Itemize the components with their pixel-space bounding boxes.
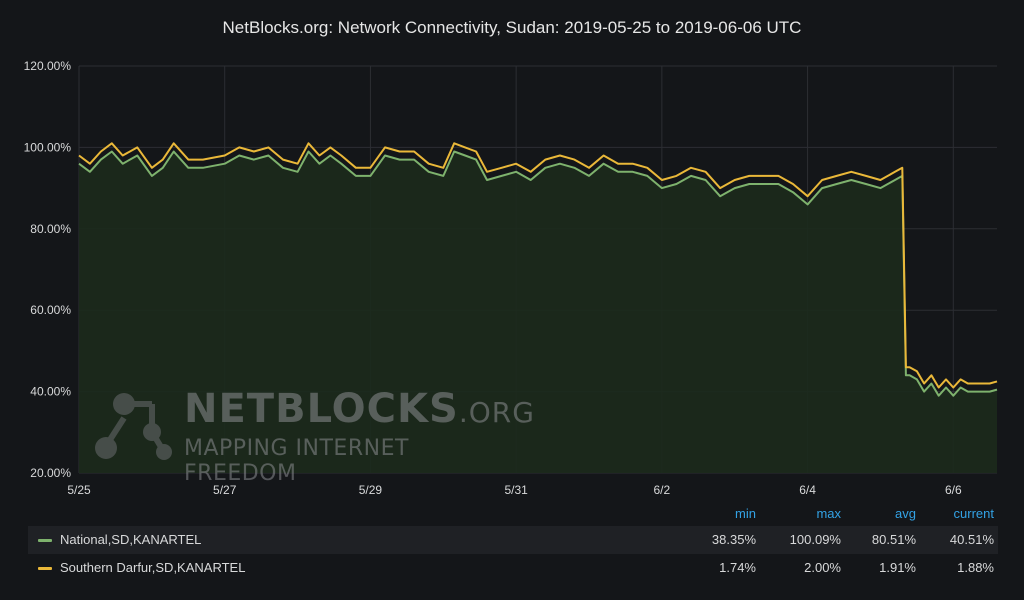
chart-title: NetBlocks.org: Network Connectivity, Sud… (222, 18, 802, 37)
y-tick-label: 100.00% (24, 140, 72, 154)
legend-table: min max avg current National,SD,KANARTEL… (28, 506, 998, 582)
legend-current-value: 1.88% (957, 560, 994, 575)
netblocks-watermark: NETBLOCKS.ORG MAPPING INTERNET FREEDOM (92, 386, 534, 486)
series-line-southern-darfur (78, 142, 998, 389)
legend-header: min max avg current (28, 506, 998, 526)
watermark-brand-main: NETBLOCKS (184, 386, 459, 432)
y-tick-label: 20.00% (30, 466, 71, 480)
x-tick-label: 5/31 (504, 483, 528, 497)
legend-series-name[interactable]: Southern Darfur,SD,KANARTEL (60, 560, 246, 575)
legend-swatch-national[interactable] (38, 539, 52, 542)
legend-max-value: 2.00% (804, 560, 841, 575)
x-tick-label: 5/27 (213, 483, 237, 497)
series-area-national (79, 151, 997, 473)
netblocks-logo-icon (95, 393, 172, 460)
x-tick-label: 5/25 (67, 483, 91, 497)
legend-current-value: 40.51% (949, 532, 994, 547)
legend-avg-value: 1.91% (879, 560, 916, 575)
watermark-tagline: MAPPING INTERNET FREEDOM (184, 436, 409, 486)
legend-header-current[interactable]: current (953, 506, 994, 521)
y-tick-label: 40.00% (30, 385, 71, 399)
legend-header-min[interactable]: min (735, 506, 756, 521)
legend-series-name[interactable]: National,SD,KANARTEL (60, 532, 202, 547)
legend-min-value: 38.35% (711, 532, 756, 547)
legend-swatch-southern-darfur[interactable] (38, 567, 52, 570)
watermark-brand: NETBLOCKS.ORG (184, 386, 535, 432)
legend-row-national[interactable]: National,SD,KANARTEL 38.35% 100.09% 80.5… (28, 526, 998, 554)
x-tick-label: 6/4 (799, 483, 816, 497)
legend-row-southern-darfur[interactable]: Southern Darfur,SD,KANARTEL 1.74% 2.00% … (28, 554, 998, 582)
x-tick-label: 6/2 (654, 483, 671, 497)
y-tick-label: 60.00% (30, 303, 71, 317)
legend-header-avg[interactable]: avg (895, 506, 916, 521)
watermark-brand-suffix: .ORG (458, 396, 535, 429)
legend-min-value: 1.74% (719, 560, 756, 575)
y-tick-label: 80.00% (30, 222, 71, 236)
legend-max-value: 100.09% (789, 532, 841, 547)
legend-avg-value: 80.51% (871, 532, 916, 547)
chart-canvas: 20.00% 40.00% 60.00% 80.00% 100.00% 120.00% 5/… (24, 59, 998, 497)
legend-header-max[interactable]: max (816, 506, 841, 521)
x-tick-label: 5/29 (359, 483, 383, 497)
x-tick-label: 6/6 (945, 483, 962, 497)
series-line-national (78, 150, 998, 397)
y-tick-label: 120.00% (24, 59, 72, 73)
